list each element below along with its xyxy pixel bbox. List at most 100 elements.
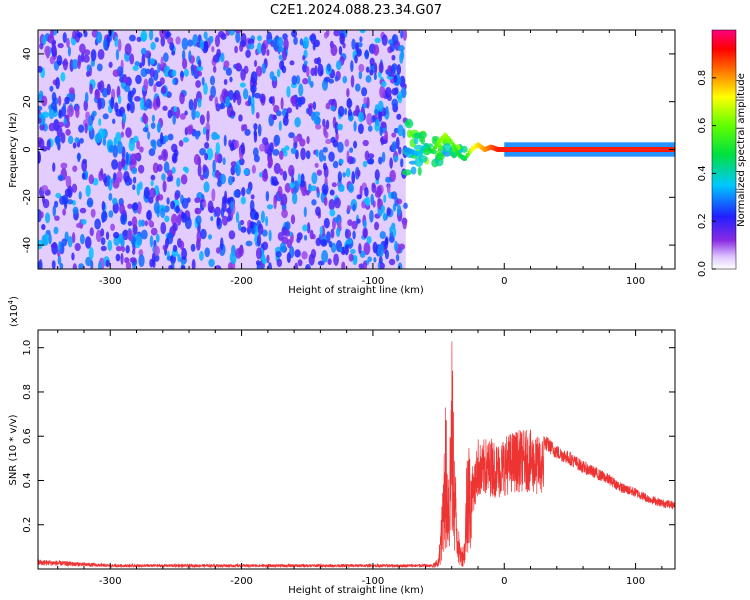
heatmap-cell: [363, 97, 368, 104]
heatmap-cell: [393, 155, 399, 162]
heatmap-cell: [199, 250, 204, 261]
heatmap-cell: [112, 118, 116, 125]
heatmap-cell: [159, 30, 166, 39]
heatmap-cell: [280, 97, 284, 110]
heatmap-cell: [211, 46, 215, 53]
heatmap-cell: [108, 192, 113, 201]
heatmap-cell: [359, 36, 363, 43]
heatmap-cell: [167, 133, 174, 141]
heatmap-cell: [389, 157, 393, 169]
heatmap-cell: [265, 190, 270, 202]
heatmap-cell: [154, 37, 159, 43]
heatmap-cell: [63, 118, 67, 125]
heatmap-cell: [289, 182, 295, 189]
heatmap-cell: [76, 32, 83, 38]
spectrogram-heatmap: [38, 30, 675, 269]
heatmap-cell: [409, 148, 412, 154]
heatmap-cell: [407, 148, 411, 154]
heatmap-cell: [375, 119, 381, 127]
heatmap-cell: [439, 137, 442, 143]
heatmap-cell: [159, 77, 165, 85]
heatmap-cell: [386, 207, 391, 216]
heatmap-cell: [487, 145, 491, 151]
heatmap-cell: [78, 263, 85, 269]
heatmap-cell: [325, 102, 331, 110]
heatmap-cell: [302, 36, 310, 50]
heatmap-cell: [124, 85, 131, 93]
heatmap-cell: [38, 105, 43, 112]
heatmap-cell: [199, 114, 205, 125]
heatmap-cell: [228, 230, 236, 240]
heatmap-cell: [214, 206, 221, 217]
heatmap-cell: [131, 202, 139, 211]
heatmap-cell: [119, 203, 125, 215]
heatmap-cell: [155, 195, 160, 203]
heatmap-cell: [428, 146, 431, 152]
heatmap-cell: [71, 183, 78, 193]
heatmap-cell: [243, 168, 250, 176]
heatmap-cell: [223, 90, 230, 97]
heatmap-cell: [345, 238, 353, 245]
heatmap-cell: [136, 201, 142, 215]
heatmap-cell: [290, 214, 296, 225]
heatmap-cell: [253, 154, 260, 163]
heatmap-cell: [251, 103, 255, 116]
heatmap-cell: [58, 95, 62, 106]
heatmap-cell: [322, 146, 328, 153]
heatmap-cell: [100, 237, 106, 245]
heatmap-cell: [131, 167, 138, 175]
heatmap-cell: [255, 111, 260, 119]
heatmap-cell: [171, 50, 176, 56]
heatmap-cell: [414, 157, 424, 167]
heatmap-cell: [367, 256, 372, 262]
heatmap-cell: [79, 207, 87, 214]
heatmap-cell: [327, 258, 332, 265]
heatmap-cell: [420, 147, 423, 153]
heatmap-cell: [283, 150, 288, 157]
heatmap-cell: [389, 169, 396, 183]
heatmap-cell: [362, 160, 368, 168]
heatmap-cell: [145, 68, 151, 75]
heatmap-cell: [253, 130, 258, 143]
heatmap-cell: [261, 42, 267, 56]
heatmap-cell: [203, 31, 208, 40]
heatmap-cell: [279, 168, 284, 176]
heatmap-cell: [294, 262, 299, 269]
heatmap-cell: [171, 69, 177, 77]
heatmap-cell: [356, 194, 362, 200]
heatmap-cell: [67, 199, 74, 205]
heatmap-cell: [202, 126, 207, 135]
heatmap-cell: [253, 123, 258, 131]
heatmap-cell: [196, 65, 204, 72]
heatmap-cell: [180, 265, 186, 269]
heatmap-cell: [250, 194, 255, 200]
heatmap-cell: [363, 219, 367, 229]
heatmap-cell: [54, 215, 60, 221]
heatmap-cell: [227, 262, 233, 269]
heatmap-cell: [377, 244, 384, 258]
heatmap-cell: [172, 244, 178, 252]
heatmap-cell: [403, 202, 408, 209]
heatmap-cell: [58, 241, 62, 253]
heatmap-cell: [306, 222, 311, 234]
heatmap-cell: [90, 208, 96, 218]
heatmap-cell: [396, 113, 402, 120]
heatmap-cell: [412, 149, 415, 155]
heatmap-cell: [260, 210, 266, 223]
heatmap-cell: [79, 43, 86, 54]
heatmap-cell: [153, 245, 161, 256]
heatmap-cell: [226, 215, 232, 222]
heatmap-cell: [371, 183, 377, 194]
heatmap-cell: [125, 245, 130, 254]
heatmap-cell: [378, 61, 384, 74]
heatmap-cell: [356, 48, 362, 57]
heatmap-cell: [305, 189, 310, 196]
heatmap-cell: [307, 75, 312, 85]
heatmap-cell: [321, 249, 329, 263]
heatmap-cell: [486, 145, 490, 151]
heatmap-cell: [321, 183, 329, 195]
heatmap-cell: [332, 160, 339, 169]
heatmap-cell: [123, 165, 128, 171]
heatmap-cell: [142, 114, 149, 125]
heatmap-cell: [222, 157, 226, 166]
